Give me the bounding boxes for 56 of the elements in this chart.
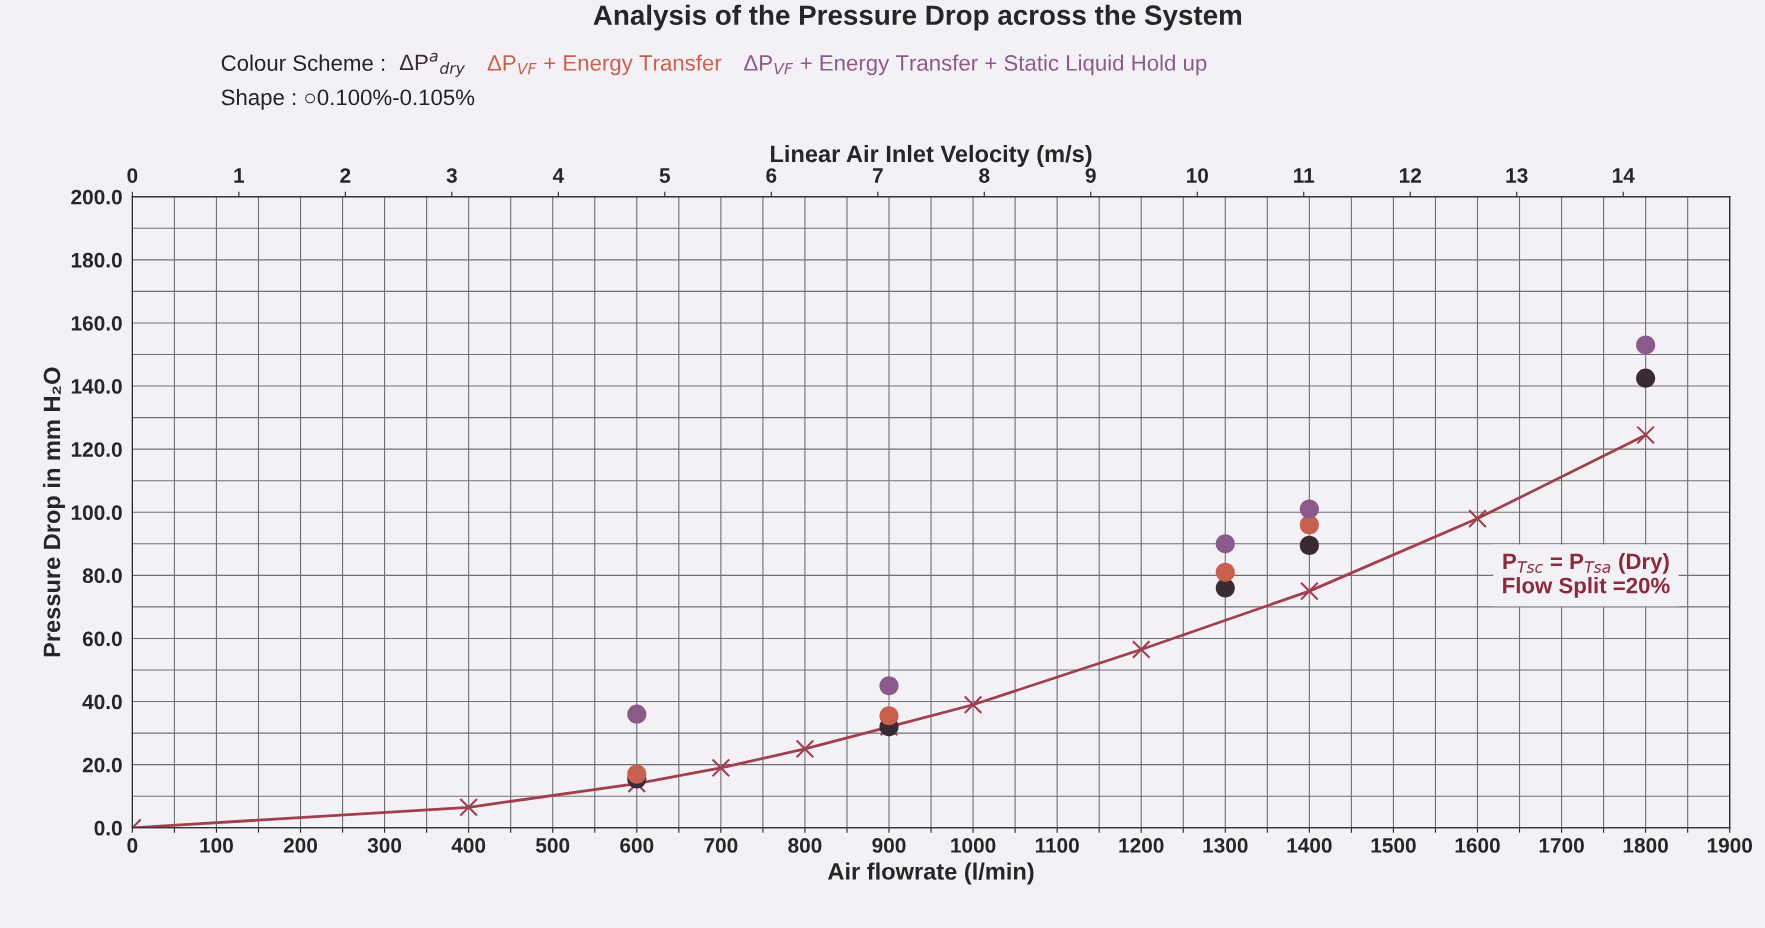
x-tick-label: 800 [788,838,822,853]
x-tick-label: 1000 [951,838,996,853]
x2-tick-label: 11 [1294,168,1315,183]
y-tick-label: 80.0 [82,568,122,584]
x-tick-label: 1700 [1539,838,1584,853]
x2-tick-label: 13 [1506,168,1528,183]
x-tick-label: 1800 [1623,838,1668,853]
x-tick-label: 700 [704,838,738,853]
y-tick-label: 60.0 [82,631,122,647]
x-axis-title: Air flowrate (l/min) [828,862,1034,885]
x2-tick-label: 12 [1399,168,1421,183]
x2-tick-label: 1 [234,168,245,183]
annotation: P$_{Tsc}$ = P$_{Tsa}$ (Dry) Flow Split =20% [1503,552,1670,598]
x-tick-label: 1600 [1455,838,1500,853]
x-tick-label: 500 [535,838,570,853]
x-tick-label: 1900 [1707,838,1753,853]
x-tick-label: 1300 [1203,838,1248,853]
text: ΔP$_{VF}$ + Energy Transfer + Static Liquid Hold up [744,54,1207,76]
x2-tick-label: 2 [340,168,351,183]
chart-title: Analysis of the Pressure Drop across the System [593,4,1242,31]
x2-tick-label: 8 [979,168,990,183]
text: Shape : ○0.100%-0.105% [221,88,475,110]
y-tick-label: 140.0 [71,379,122,394]
y-tick-label: 180.0 [71,252,122,268]
x2-tick-label: 6 [766,168,777,183]
x2-tick-label: 5 [659,168,671,183]
x2-tick-label: 7 [872,168,883,183]
x-tick-label: 0 [127,838,138,853]
x-tick-label: 1100 [1035,838,1079,853]
y-tick-label: 40.0 [82,694,122,710]
x2-tick-label: 14 [1612,168,1635,183]
x2-axis-title: Linear Air Inlet Velocity (m/s) [771,144,1092,167]
y-tick-label: 0.0 [94,820,122,836]
x2-tick-label: 4 [552,168,565,183]
x2-tick-label: 3 [446,168,457,183]
x-tick-label: 1200 [1119,838,1164,853]
text: ΔP$_{VF}$ + Energy Transfer [487,54,722,76]
y-tick-label: 100.0 [71,505,122,521]
x-tick-label: 400 [451,838,486,853]
legend-title: Colour Scheme : [221,54,385,71]
x-tick-label: 1400 [1287,838,1332,853]
y-axis-title: Pressure Drop in mm H₂O [42,367,65,657]
x-tick-label: 600 [620,838,654,853]
x-tick-label: 1500 [1371,838,1416,853]
x-tick-label: 100 [200,838,233,853]
x2-tick-label: 0 [127,168,138,183]
text: ΔP$^{a}$$_{dry}$ [399,52,466,77]
y-tick-label: 200.0 [71,189,122,205]
x-tick-label: 300 [367,838,402,853]
x-tick-label: 900 [872,838,906,853]
x2-tick-label: 9 [1085,168,1096,183]
y-tick-label: 160.0 [71,315,122,331]
y-tick-label: 120.0 [71,442,122,457]
x2-tick-label: 10 [1186,168,1208,183]
x-tick-label: 200 [283,838,318,853]
y-tick-label: 20.0 [82,757,122,773]
